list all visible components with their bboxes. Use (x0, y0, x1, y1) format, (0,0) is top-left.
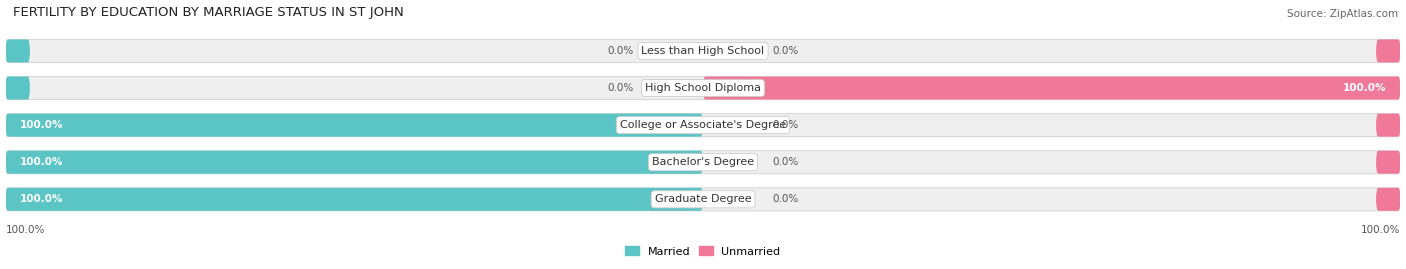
Text: High School Diploma: High School Diploma (645, 83, 761, 93)
FancyBboxPatch shape (1376, 40, 1400, 62)
Text: 0.0%: 0.0% (607, 46, 633, 56)
FancyBboxPatch shape (1376, 188, 1400, 211)
Text: Bachelor's Degree: Bachelor's Degree (652, 157, 754, 167)
FancyBboxPatch shape (6, 114, 1400, 137)
FancyBboxPatch shape (6, 40, 1400, 62)
Text: 100.0%: 100.0% (1361, 225, 1400, 235)
FancyBboxPatch shape (6, 40, 30, 62)
Text: 0.0%: 0.0% (773, 46, 799, 56)
Text: 100.0%: 100.0% (20, 120, 63, 130)
Text: 100.0%: 100.0% (1343, 83, 1386, 93)
FancyBboxPatch shape (6, 151, 1400, 174)
Text: 0.0%: 0.0% (773, 194, 799, 204)
Text: Less than High School: Less than High School (641, 46, 765, 56)
Text: Graduate Degree: Graduate Degree (655, 194, 751, 204)
FancyBboxPatch shape (6, 151, 703, 174)
FancyBboxPatch shape (6, 188, 703, 211)
Legend: Married, Unmarried: Married, Unmarried (621, 242, 785, 261)
Text: FERTILITY BY EDUCATION BY MARRIAGE STATUS IN ST JOHN: FERTILITY BY EDUCATION BY MARRIAGE STATU… (13, 6, 404, 19)
FancyBboxPatch shape (6, 188, 1400, 211)
Text: 0.0%: 0.0% (773, 157, 799, 167)
Text: 100.0%: 100.0% (6, 225, 45, 235)
FancyBboxPatch shape (6, 77, 30, 100)
Text: 100.0%: 100.0% (20, 194, 63, 204)
FancyBboxPatch shape (6, 114, 703, 137)
Text: 100.0%: 100.0% (20, 157, 63, 167)
FancyBboxPatch shape (1376, 151, 1400, 174)
FancyBboxPatch shape (1376, 114, 1400, 137)
FancyBboxPatch shape (6, 77, 1400, 100)
Text: College or Associate's Degree: College or Associate's Degree (620, 120, 786, 130)
Text: 0.0%: 0.0% (607, 83, 633, 93)
Text: Source: ZipAtlas.com: Source: ZipAtlas.com (1286, 9, 1398, 19)
FancyBboxPatch shape (703, 77, 1400, 100)
Text: 0.0%: 0.0% (773, 120, 799, 130)
